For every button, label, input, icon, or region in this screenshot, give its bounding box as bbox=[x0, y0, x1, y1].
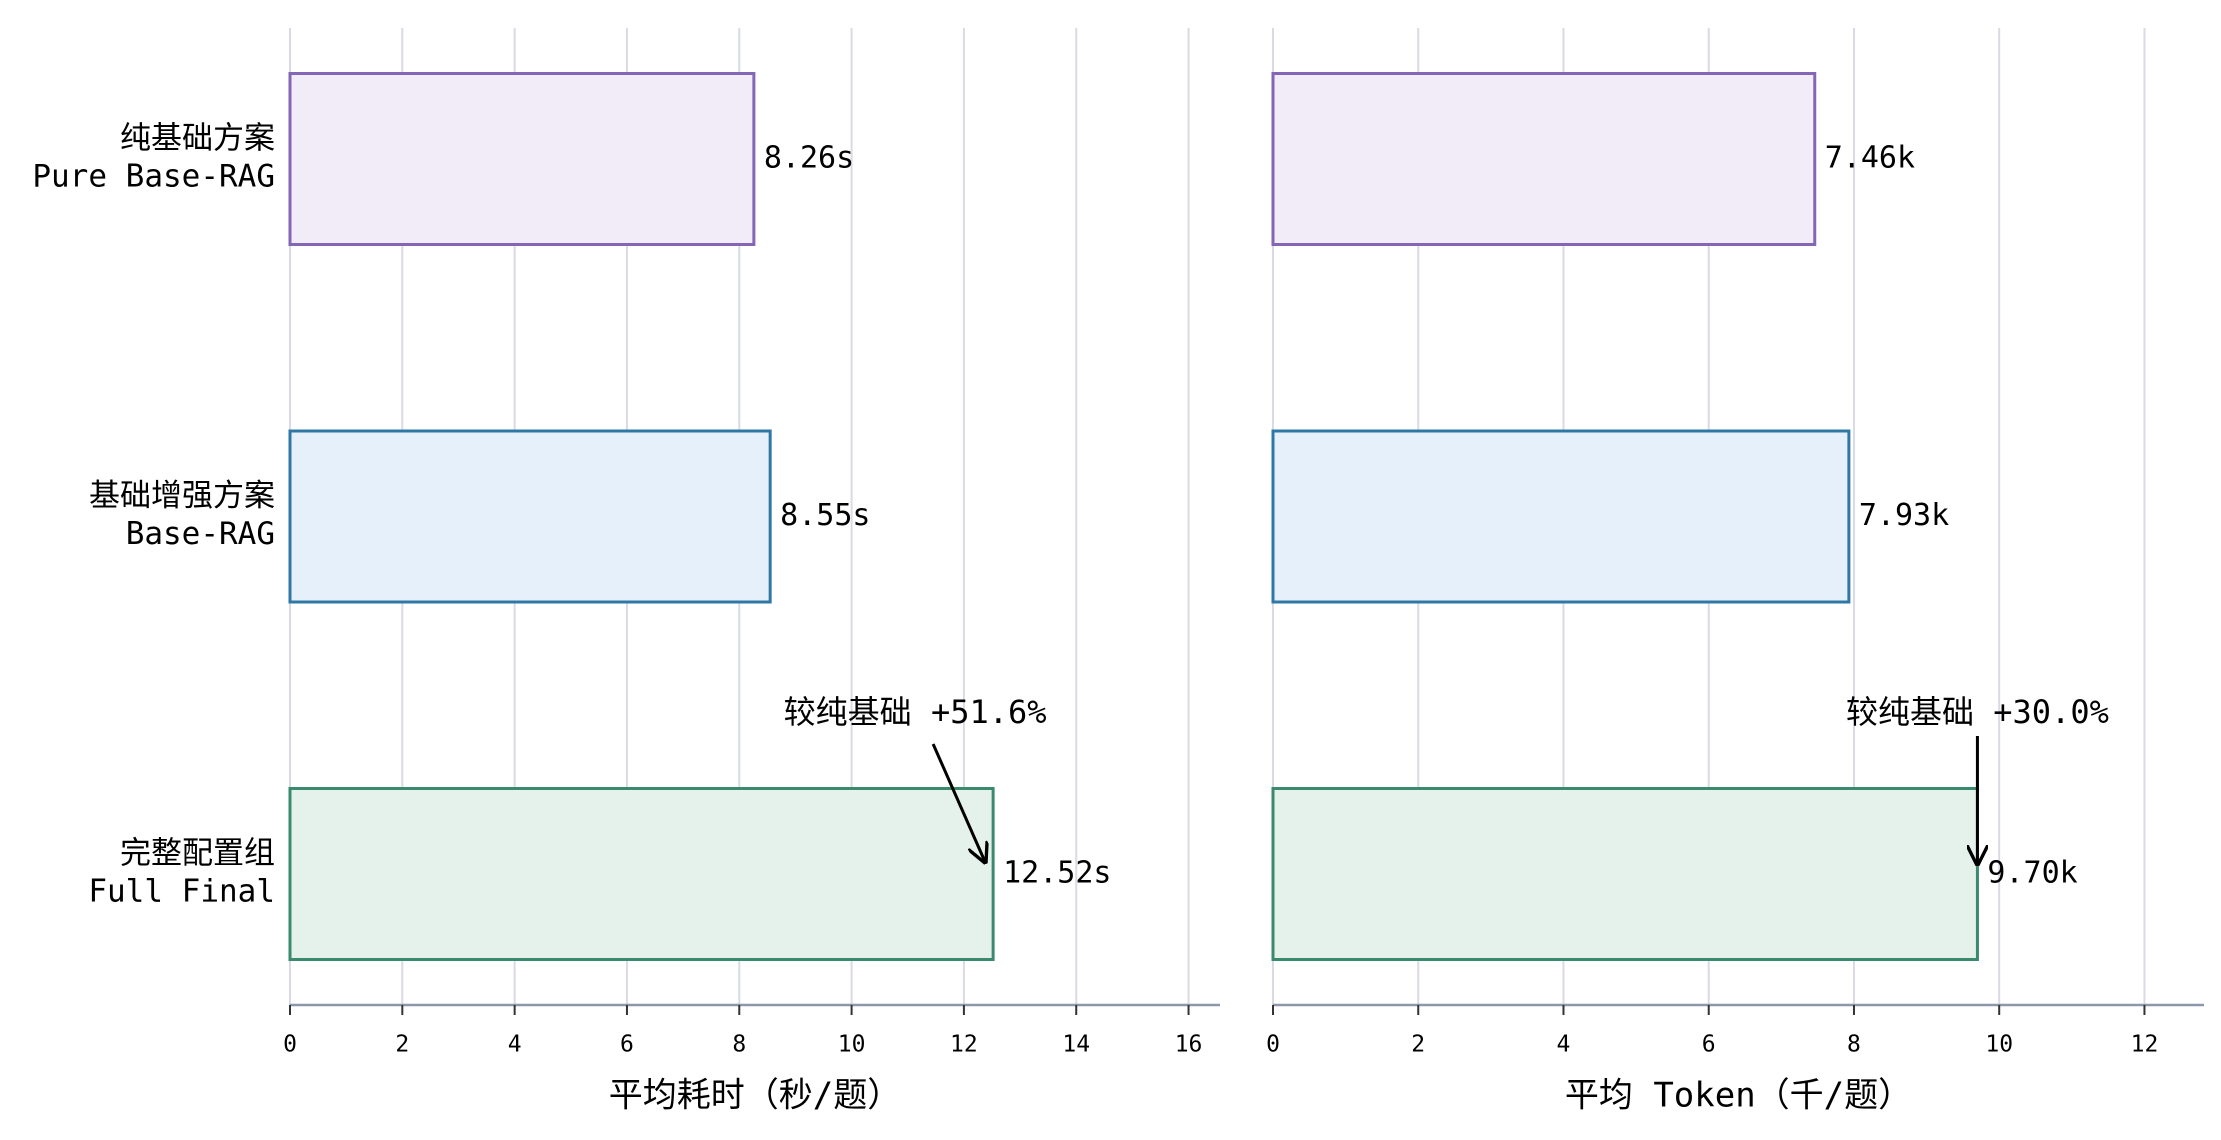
category-label: 完整配置组 bbox=[120, 836, 275, 872]
x-tick-label: 12 bbox=[950, 1032, 978, 1058]
value-label: 9.70k bbox=[1987, 856, 2077, 891]
x-tick-label: 0 bbox=[283, 1032, 297, 1058]
x-tick-label: 6 bbox=[620, 1032, 634, 1058]
x-tick-label: 0 bbox=[1266, 1032, 1280, 1058]
category-label: Pure Base-RAG bbox=[32, 159, 275, 195]
value-label: 8.26s bbox=[764, 141, 854, 176]
bar bbox=[1271, 72, 1817, 246]
bar bbox=[288, 787, 995, 961]
x-tick-label: 14 bbox=[1062, 1032, 1090, 1058]
value-label: 7.93k bbox=[1859, 498, 1949, 533]
value-label: 7.46k bbox=[1825, 141, 1915, 176]
x-axis-label: 平均耗时（秒/题） bbox=[609, 1076, 901, 1116]
bar bbox=[288, 429, 772, 604]
x-tick-label: 4 bbox=[1557, 1032, 1571, 1058]
x-tick-label: 10 bbox=[838, 1032, 866, 1058]
annotation: 较纯基础 +51.6% bbox=[784, 693, 1047, 731]
value-label: 12.52s bbox=[1003, 856, 1111, 891]
x-tick-label: 4 bbox=[508, 1032, 522, 1058]
x-tick-label: 8 bbox=[732, 1032, 746, 1058]
bar bbox=[288, 72, 756, 246]
category-label: 基础增强方案 bbox=[89, 478, 275, 514]
x-tick-label: 2 bbox=[1411, 1032, 1425, 1058]
category-label: Full Final bbox=[88, 874, 275, 910]
value-label: 8.55s bbox=[780, 498, 870, 533]
x-tick-label: 16 bbox=[1175, 1032, 1203, 1058]
x-tick-label: 8 bbox=[1847, 1032, 1861, 1058]
x-tick-label: 2 bbox=[395, 1032, 409, 1058]
bar bbox=[1271, 787, 1979, 961]
annotation-arrow bbox=[931, 743, 985, 862]
bar bbox=[1271, 429, 1851, 604]
annotation: 较纯基础 +30.0% bbox=[1846, 693, 2109, 731]
category-label: Base-RAG bbox=[126, 516, 275, 552]
x-tick-label: 12 bbox=[2131, 1032, 2159, 1058]
category-label: 纯基础方案 bbox=[120, 121, 275, 157]
x-tick-label: 10 bbox=[1985, 1032, 2013, 1058]
x-axis-label: 平均 Token（千/题） bbox=[1565, 1076, 1912, 1116]
x-tick-label: 6 bbox=[1702, 1032, 1716, 1058]
